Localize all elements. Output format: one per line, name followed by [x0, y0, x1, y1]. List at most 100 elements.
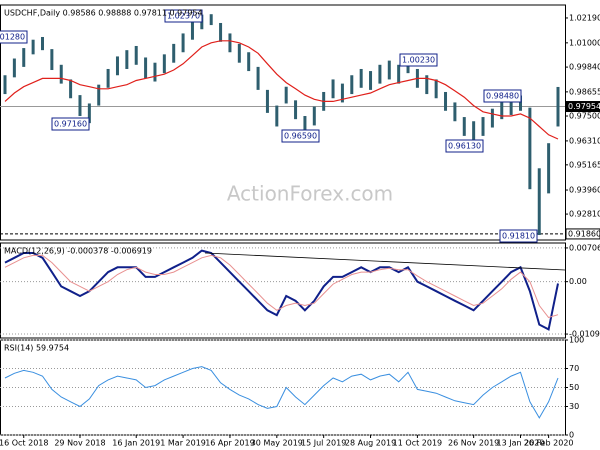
annotation-box: [281, 129, 320, 143]
annotation-label: 1.01280: [0, 33, 25, 42]
annotation-box: [51, 117, 90, 131]
ohlc-bar: [481, 117, 485, 136]
ohlc-bar: [500, 100, 504, 120]
ohlc-bar: [144, 57, 148, 79]
annotation-label: 1.02370: [167, 12, 200, 21]
watermark: ActionForex.com: [227, 182, 393, 206]
series-line: [4, 254, 559, 319]
ohlc-bar: [519, 95, 523, 111]
y-tick-label: 0.007066: [569, 243, 600, 252]
y-tick-label: 1.02190: [569, 13, 600, 22]
y-tick-label: 0.93960: [569, 186, 600, 195]
annotation-label: 0.98480: [486, 92, 519, 101]
ohlc-bar: [537, 168, 541, 235]
panel-title: MACD(12,26,9) -0.000378 -0.006919: [4, 247, 152, 256]
ohlc-bar: [87, 103, 91, 124]
annotation-label: 0.96590: [284, 132, 317, 141]
ohlc-bar: [162, 54, 166, 74]
ohlc-bar: [50, 49, 54, 71]
ohlc-bar: [528, 107, 532, 190]
ohlc-bar: [378, 64, 382, 84]
ohlc-bar: [209, 14, 213, 26]
ohlc-bar: [12, 58, 16, 78]
ohlc-bar: [453, 102, 457, 122]
ohlc-bar: [97, 84, 101, 106]
y-tick-label: 0.92810: [569, 210, 600, 219]
x-tick-label: 16 Jan 2019: [112, 439, 160, 448]
ohlc-bar: [228, 33, 232, 53]
panel-frame: [0, 242, 566, 339]
y-tick-label: 0.99840: [569, 63, 600, 72]
ohlc-bar: [275, 105, 279, 127]
x-tick-label: 29 Nov 2018: [54, 439, 105, 448]
ohlc-bar: [547, 143, 551, 194]
y-tick-label: 0.97500: [569, 112, 600, 121]
ohlc-bar: [3, 75, 7, 95]
annotation-label: 0.91810: [502, 232, 535, 241]
panel-frame: [0, 4, 566, 241]
ohlc-bar: [556, 86, 560, 127]
annotation-box: [499, 229, 538, 243]
ohlc-bar: [387, 60, 391, 80]
ohlc-bar: [340, 83, 344, 103]
moving-average: [4, 40, 559, 140]
ohlc-bar: [247, 52, 251, 72]
ohlc-bar: [303, 116, 307, 136]
ohlc-bar: [134, 45, 138, 65]
price-line-label: 0.97954: [568, 102, 600, 111]
ohlc-bar: [78, 95, 82, 117]
x-tick-label: 11 Oct 2019: [393, 439, 442, 448]
y-tick-label: 1.01000: [569, 38, 600, 47]
x-tick-label: 26 Feb 2020: [524, 439, 574, 448]
x-tick-label: 26 Nov 2019: [448, 439, 499, 448]
x-tick-label: 13 Jan 2020: [497, 439, 545, 448]
ohlc-bar: [284, 86, 288, 104]
panel-title: USDCHF,Daily 0.98586 0.98888 0.97811 0.9…: [4, 9, 203, 18]
y-tick-label: 100: [569, 336, 584, 345]
y-tick-label: -0.010975: [569, 330, 600, 339]
ohlc-bar: [115, 56, 119, 76]
annotation-label: 1.00230: [402, 56, 435, 65]
ohlc-bar: [69, 79, 73, 99]
y-tick-label: 0.96310: [569, 136, 600, 145]
ohlc-bar: [190, 20, 194, 40]
series-line: [4, 366, 559, 419]
ohlc-bar: [509, 96, 513, 115]
annotation-box: [483, 89, 522, 103]
macd-trendline: [204, 252, 566, 271]
y-tick-label: 50: [569, 383, 579, 392]
ohlc-bar: [369, 71, 373, 90]
ohlc-bar: [181, 33, 185, 53]
y-tick-label: 0.98655: [569, 87, 600, 96]
ohlc-bar: [331, 79, 335, 99]
ohlc-bar: [462, 117, 466, 136]
ohlc-bar: [31, 39, 35, 55]
annotation-box: [399, 53, 438, 67]
x-tick-label: 15 Jul 2019: [301, 439, 346, 448]
y-tick-label: 0.95165: [569, 160, 600, 169]
ohlc-bar: [472, 121, 476, 145]
x-tick-label: 16 Apr 2019: [205, 439, 254, 448]
ohlc-bar: [350, 75, 354, 95]
price-line-box: [565, 101, 600, 113]
x-tick-label: 28 Aug 2019: [345, 439, 396, 448]
ohlc-bar: [359, 68, 363, 88]
ohlc-bar: [294, 100, 298, 120]
ohlc-bar: [219, 22, 223, 42]
ohlc-bar: [22, 48, 26, 67]
x-tick-label: 1 Mar 2019: [160, 439, 206, 448]
annotation-box: [164, 9, 203, 23]
price-line-box: [565, 228, 600, 240]
ohlc-bar: [125, 50, 129, 69]
annotation-label: 0.96130: [448, 142, 481, 151]
x-tick-label: 16 Oct 2018: [0, 439, 48, 448]
ohlc-bar: [256, 66, 260, 90]
y-tick-label: 0.00: [569, 277, 587, 286]
ohlc-bar: [172, 43, 176, 63]
x-tick-label: 30 May 2019: [251, 439, 303, 448]
ohlc-bar: [397, 64, 401, 84]
ohlc-bar: [40, 36, 44, 51]
price-line-label: 0.91860: [568, 229, 600, 238]
